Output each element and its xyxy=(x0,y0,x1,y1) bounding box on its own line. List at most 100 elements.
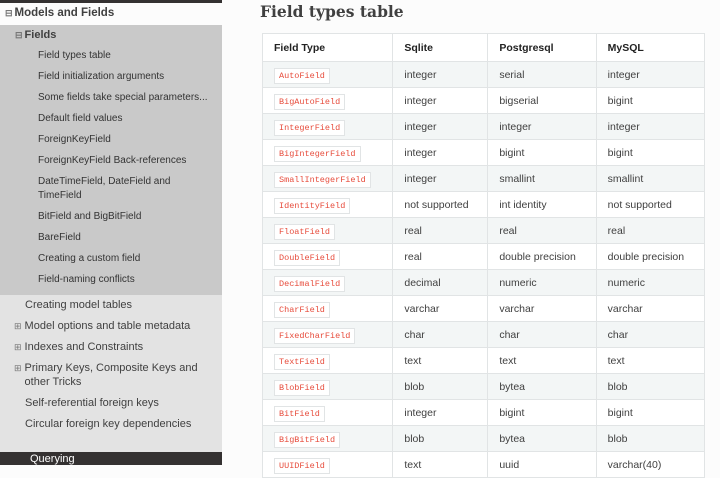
table-cell: text xyxy=(487,347,597,374)
table-cell: char xyxy=(595,321,706,348)
sidebar-item-label: Circular foreign key dependencies xyxy=(25,418,192,430)
table-cell: real xyxy=(392,243,489,270)
sidebar-nav: ⊟ Models and Fields ⊟ Fields Field types t… xyxy=(0,0,222,465)
sidebar-item[interactable]: Self-referential foreign keys xyxy=(0,393,222,414)
sidebar-item-label: Fields xyxy=(24,29,57,41)
field-type-code: BigIntegerField xyxy=(274,145,361,162)
table-row: TextField text text text xyxy=(261,347,706,374)
table-cell: IdentityField xyxy=(261,191,394,218)
field-type-code: FixedCharField xyxy=(274,327,356,344)
collapse-icon[interactable]: ⊟ xyxy=(15,30,23,40)
field-type-code: AutoField xyxy=(274,67,330,84)
table-row: AutoField integer serial integer xyxy=(261,61,706,88)
table-cell: blob xyxy=(392,425,489,452)
sidebar-item[interactable]: ⊞ Primary Keys, Composite Keys and other … xyxy=(0,358,222,393)
table-row: BigBitField blob bytea blob xyxy=(261,425,706,452)
table-cell: FixedCharField xyxy=(261,321,394,348)
table-row: IdentityField not supported int identity no… xyxy=(261,191,706,218)
table-cell: real xyxy=(487,217,597,244)
table-cell: not supported xyxy=(595,191,706,218)
sidebar-item-label: Model options and table metadata xyxy=(24,320,191,332)
field-type-code: BigAutoField xyxy=(274,93,346,110)
table-row: IntegerField integer integer integer xyxy=(261,113,706,140)
table-cell: serial xyxy=(487,61,597,88)
table-cell: BitField xyxy=(261,399,394,426)
field-type-code: BitField xyxy=(274,405,325,422)
table-cell: varchar xyxy=(595,295,706,322)
expand-icon[interactable]: ⊞ xyxy=(14,363,22,373)
column-header: Postgresql xyxy=(487,33,597,62)
sidebar-item-models-and-fields[interactable]: ⊟ Models and Fields xyxy=(0,3,222,25)
table-row: DoubleField real double precision double pr… xyxy=(261,243,706,270)
table-cell: real xyxy=(392,217,489,244)
table-cell: BlobField xyxy=(261,373,394,400)
table-cell: smallint xyxy=(595,165,706,192)
table-cell: bigint xyxy=(595,399,706,426)
column-header: Field Type xyxy=(261,33,394,62)
sidebar-subitem[interactable]: ForeignKeyField xyxy=(38,134,111,145)
sidebar-subitem[interactable]: Some fields take special parameters... xyxy=(38,92,208,103)
table-cell: integer xyxy=(392,113,489,140)
field-type-code: BlobField xyxy=(274,379,330,396)
field-type-code: FloatField xyxy=(274,223,336,240)
fields-section: ⊟ Fields Field types table Field initializ… xyxy=(0,25,222,295)
sidebar-item[interactable]: Creating model tables xyxy=(0,295,222,316)
field-type-code: SmallIntegerField xyxy=(274,171,371,188)
table-row: BigAutoField integer bigserial bigint xyxy=(261,87,706,114)
sidebar-subitem[interactable]: ForeignKeyField Back-references xyxy=(38,155,187,166)
table-row: FloatField real real real xyxy=(261,217,706,244)
table-cell: blob xyxy=(392,373,489,400)
table-cell: integer xyxy=(392,87,489,114)
column-header: Sqlite xyxy=(392,33,489,62)
sidebar-top-bar xyxy=(0,0,222,3)
table-cell: char xyxy=(487,321,597,348)
sidebar-item[interactable]: ⊞ Model options and table metadata xyxy=(0,316,222,337)
sidebar-item[interactable]: ⊞ Indexes and Constraints xyxy=(0,337,222,358)
sidebar-item-label: Creating model tables xyxy=(25,299,133,311)
field-type-code: IdentityField xyxy=(274,197,351,214)
sidebar-subitem[interactable]: Field types table xyxy=(38,50,111,61)
sidebar-subitem[interactable]: BitField and BigBitField xyxy=(38,211,142,222)
table-cell: smallint xyxy=(487,165,597,192)
sidebar-item-label: Indexes and Constraints xyxy=(24,341,144,353)
field-type-code: UUIDField xyxy=(274,457,330,474)
expand-icon[interactable]: ⊞ xyxy=(14,342,22,352)
table-cell: CharField xyxy=(261,295,394,322)
sidebar-item-fields[interactable]: ⊟ Fields xyxy=(0,25,222,46)
field-type-code: TextField xyxy=(274,353,330,370)
sidebar-subitem[interactable]: Field initialization arguments xyxy=(38,71,165,82)
table-cell: double precision xyxy=(487,243,597,270)
sidebar-item-label: Primary Keys, Composite Keys and other T… xyxy=(24,362,198,388)
sidebar-item[interactable]: Circular foreign key dependencies xyxy=(0,414,222,435)
sidebar-subitem[interactable]: Default field values xyxy=(38,113,123,124)
expand-icon[interactable]: ⊞ xyxy=(14,321,22,331)
table-cell: bytea xyxy=(487,373,597,400)
table-cell: integer xyxy=(392,165,489,192)
sidebar-item-querying[interactable]: Querying xyxy=(0,452,222,465)
table-cell: AutoField xyxy=(261,61,394,88)
sidebar-subitem[interactable]: Creating a custom field xyxy=(38,253,141,264)
table-cell: IntegerField xyxy=(261,113,394,140)
table-cell: FloatField xyxy=(261,217,394,244)
table-cell: blob xyxy=(595,425,706,452)
table-cell: DecimalField xyxy=(261,269,394,296)
column-header: MySQL xyxy=(595,33,706,62)
table-cell: integer xyxy=(595,61,706,88)
table-cell: bytea xyxy=(487,425,597,452)
sidebar-item-label: Self-referential foreign keys xyxy=(25,397,159,409)
sidebar-subitem[interactable]: BareField xyxy=(38,232,81,243)
table-cell: not supported xyxy=(392,191,489,218)
sidebar-subitem[interactable]: Field-naming conflicts xyxy=(38,274,135,285)
table-row: BigIntegerField integer bigint bigint xyxy=(261,139,706,166)
sidebar-subitem[interactable]: DateTimeField, DateField and TimeField xyxy=(38,176,171,201)
sidebar-item-label: Models and Fields xyxy=(14,7,115,19)
table-cell: text xyxy=(392,347,489,374)
table-cell: char xyxy=(392,321,489,348)
table-cell: integer xyxy=(392,61,489,88)
table-cell: decimal xyxy=(392,269,489,296)
table-cell: BigAutoField xyxy=(261,87,394,114)
table-row: FixedCharField char char char xyxy=(261,321,706,348)
collapse-icon[interactable]: ⊟ xyxy=(5,8,13,18)
field-type-code: DoubleField xyxy=(274,249,341,266)
main-content: Field types table Field Type Sqlite Postgr… xyxy=(222,0,720,478)
